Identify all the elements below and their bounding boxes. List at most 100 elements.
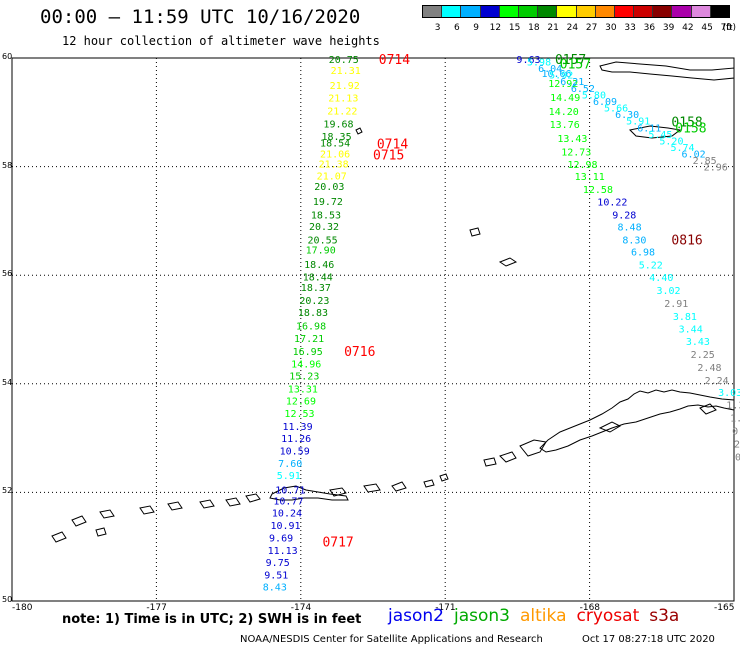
wave-height-label: 5.91 [277,471,301,482]
coastline-segment [139,505,155,515]
wave-height-label: 17.21 [294,334,324,345]
legend-swatch [499,6,519,17]
legend-tick-label: 12 [489,23,502,33]
wave-height-label: 2.25 [691,350,715,361]
wave-height-label: 3.03 [718,388,740,399]
wave-height-label: 13.11 [575,172,605,183]
wave-height-label: 16.95 [293,347,323,358]
legend-labels: 3 6 9 12 15 18 21 24 27 30 33 36 39 42 45 70 (ft) [422,23,736,35]
wave-height-label: 1.52 [730,413,740,424]
wave-height-label: 8.43 [263,582,287,593]
pass-time-label: 0717 [322,535,353,550]
wave-height-label: 5.66 [604,103,628,114]
legend-swatch [557,6,577,17]
coastline-segment [95,527,107,537]
legend-tick-label: 42 [682,23,694,33]
graticule-grid [12,58,734,601]
wave-height-label: 18.83 [298,308,328,319]
wave-height-label: 9.28 [612,210,636,221]
pass-time-label: 0158 [675,122,706,137]
latitude-label: 54 [2,377,13,387]
wave-height-label: 3.02 [657,286,681,297]
wave-height-label: 18.54 [320,139,350,150]
wave-height-label: 18.46 [304,260,334,271]
wave-height-label: 2.2 [734,440,740,451]
wave-height-label: 6.04 [538,64,562,75]
coastline-segment [71,515,87,527]
legend-swatch [614,6,635,17]
legend-tick-label: 15 [508,23,521,33]
map-frame [11,57,735,602]
wave-height-label: 13.43 [557,134,587,145]
coastline-segment [423,479,435,488]
coastline-segment [99,509,115,519]
wave-height-label: 18.53 [311,210,341,221]
wave-height-label: 5.74 [670,143,694,154]
latitude-label: 52 [2,486,13,496]
latitude-label: 58 [2,160,13,170]
longitude-label: -171 [435,603,456,613]
wave-height-label: 18.37 [301,283,331,294]
latitude-label: 56 [2,269,13,279]
wave-height-label: 5.98 [527,57,551,68]
coastline-segment [469,227,481,237]
legend-swatch [461,6,481,17]
satellite-name: cryosat [576,606,640,626]
legend-unit: (ft) [722,23,736,33]
coastline-segment [363,483,381,493]
wave-height-label: 10.66 [541,69,571,80]
wave-height-label: 17.90 [306,246,336,257]
wave-height-label: 8.30 [622,235,646,246]
wave-height-label: 9.75 [266,558,290,569]
coastline-segment [598,421,622,433]
legend-swatch [538,6,558,17]
coastline-segment [483,457,497,467]
wave-height-label: 9.69 [269,533,293,544]
wave-height-label: 5.20 [659,137,683,148]
wave-height-label: 12.53 [284,409,314,420]
wave-height-label: 18.35 [321,132,351,143]
legend-tick-label: 18 [528,23,540,33]
wave-height-label: 13.76 [550,120,580,131]
longitude-label: -180 [12,603,33,613]
legend-swatch [518,6,539,17]
wave-height-label: 5.80 [582,90,606,101]
legend-tick-label: 45 [701,23,713,33]
pass-time-label: 0816 [671,233,702,248]
color-legend: 3 6 9 12 15 18 21 24 27 30 33 36 39 42 45 70 (ft) [422,5,736,35]
satellite-name: altika [520,606,567,626]
wave-height-label: 6.52 [571,84,595,95]
pass-time-label: 0158 [671,116,702,131]
footer-credit: NOAA/NESDIS Center for Satellite Applica… [240,634,543,645]
wave-height-label: 2.24 [705,376,729,387]
wave-height-label: 3.81 [673,312,697,323]
wave-height-label: 18.44 [303,272,333,283]
legend-swatch [595,6,615,17]
legend-tick-label: 33 [624,23,636,33]
pass-time-label: 0157 [555,53,586,68]
wave-height-label: 7.60 [278,459,302,470]
legend-swatch [480,6,500,17]
latitude-label: 60 [2,52,13,61]
wave-height-label: 8.48 [618,222,642,233]
footer-note: note: 1) Time is in UTC; 2) SWH is in fe… [62,612,362,627]
wave-height-label: 5.91 [626,116,650,127]
wave-height-label: 6.30 [615,110,639,121]
wave-height-label: 11.39 [283,422,313,433]
wave-height-label: 10.71 [275,486,305,497]
wave-height-label: 14.96 [291,360,321,371]
pass-time-label: 0714 [377,137,408,152]
wave-height-label: 12.73 [561,147,591,158]
wave-height-label: 10.91 [270,521,300,532]
longitude-label: -165 [714,603,735,613]
wave-height-label: 20.03 [314,182,344,193]
header-subtitle: 12 hour collection of altimeter wave hei… [62,34,380,48]
wave-height-label: 19.72 [313,197,343,208]
wave-height-label: 21.31 [331,66,361,77]
wave-height-label: 21.13 [328,94,358,105]
coastline-segment [355,127,363,135]
wave-height-label: 6.21 [560,77,584,88]
longitude-label: -168 [579,603,601,613]
wave-height-label: 2.85 [693,156,717,167]
